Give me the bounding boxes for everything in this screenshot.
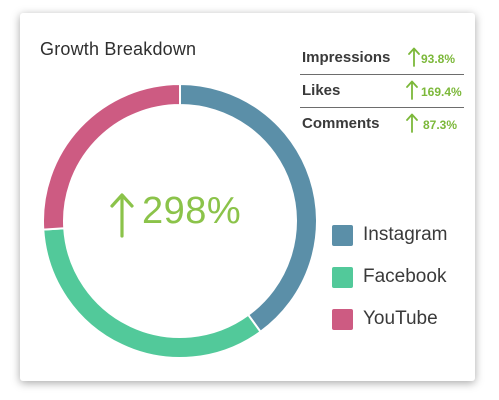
legend-label: Facebook — [363, 266, 447, 287]
center-value: 298% — [142, 190, 242, 232]
arrow-up-icon — [408, 47, 420, 67]
stat-value: 87.3% — [423, 118, 458, 132]
legend-swatch — [332, 267, 353, 288]
legend-swatch — [332, 225, 353, 246]
donut-chart — [42, 82, 318, 359]
stat-value: 169.4% — [421, 85, 462, 99]
stat-label: Likes — [302, 82, 341, 99]
donut-slice-youtube — [42, 82, 181, 231]
arrow-up-icon — [406, 113, 418, 133]
center-growth: 298% — [110, 190, 290, 246]
stat-row-likes: Likes 169.4% — [300, 75, 464, 108]
stat-label: Impressions — [302, 49, 391, 66]
stat-row-comments: Comments 87.3% — [300, 108, 464, 140]
legend-label: YouTube — [363, 308, 438, 329]
stat-label: Comments — [302, 115, 380, 132]
legend-swatch — [332, 309, 353, 330]
legend-label: Instagram — [363, 224, 448, 245]
growth-breakdown-card: Growth Breakdown Impressions 93.8% Likes… — [20, 13, 475, 381]
arrow-up-icon — [406, 80, 418, 100]
donut-slice-facebook — [42, 227, 262, 359]
arrow-up-icon — [110, 193, 134, 238]
stat-value: 93.8% — [421, 52, 456, 66]
stat-row-impressions: Impressions 93.8% — [300, 42, 464, 75]
stats-table: Impressions 93.8% Likes 169.4% Comments … — [300, 42, 464, 140]
chart-title: Growth Breakdown — [40, 39, 197, 59]
